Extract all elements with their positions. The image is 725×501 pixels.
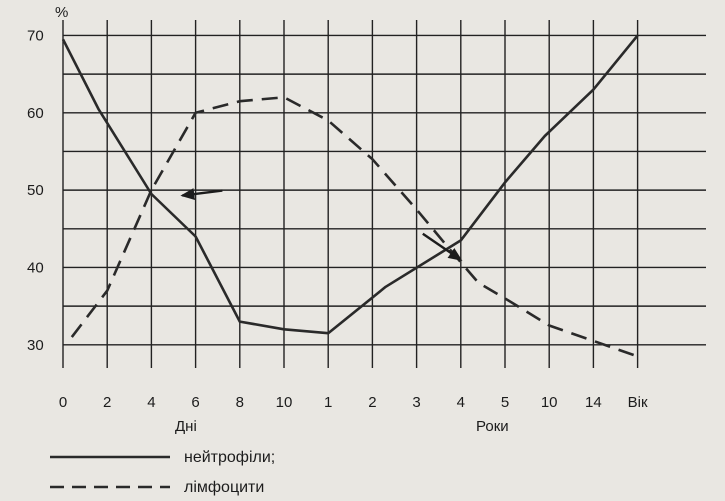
legend-label-lymphocytes: лімфоцити [184, 479, 264, 496]
x-tick-label: 5 [501, 394, 509, 411]
series-line-lymphocytes [70, 96, 639, 358]
x-axis-ticks: 0 2 4 6 8 10 1 2 3 4 5 10 14 Вік [59, 394, 648, 411]
y-tick-label: 60 [27, 105, 44, 122]
crossover-arrow [180, 188, 223, 201]
x-tick-label: 10 [276, 394, 293, 411]
series-line-neutrophils [61, 34, 639, 335]
x-tick-label: 0 [59, 394, 67, 411]
crossover-arrow [422, 232, 463, 261]
x-tick-label: 10 [541, 394, 558, 411]
y-tick-label: 50 [27, 182, 44, 199]
annotations [180, 188, 463, 261]
x-tick-label: 8 [236, 394, 244, 411]
y-axis-ticks: 30 40 50 60 70 [27, 27, 44, 353]
legend: нейтрофіли; лімфоцити [50, 449, 275, 496]
y-tick-label: 40 [27, 259, 44, 276]
series-lines [61, 34, 639, 358]
x-tick-label: 14 [585, 394, 602, 411]
legend-label-neutrophils: нейтрофіли; [184, 449, 275, 466]
x-tick-label: 2 [103, 394, 111, 411]
x-tick-label: 4 [457, 394, 465, 411]
x-tick-label: Вік [628, 394, 648, 411]
y-tick-label: 70 [27, 27, 44, 44]
x-tick-label: 2 [368, 394, 376, 411]
grid [62, 20, 706, 368]
x-group-label-years: Роки [476, 418, 509, 435]
y-tick-label: 30 [27, 337, 44, 354]
x-tick-label: 4 [147, 394, 155, 411]
y-axis-unit: % [55, 4, 68, 21]
x-tick-label: 6 [191, 394, 199, 411]
x-tick-label: 3 [412, 394, 420, 411]
x-tick-label: 1 [324, 394, 332, 411]
x-group-label-days: Дні [175, 418, 197, 435]
